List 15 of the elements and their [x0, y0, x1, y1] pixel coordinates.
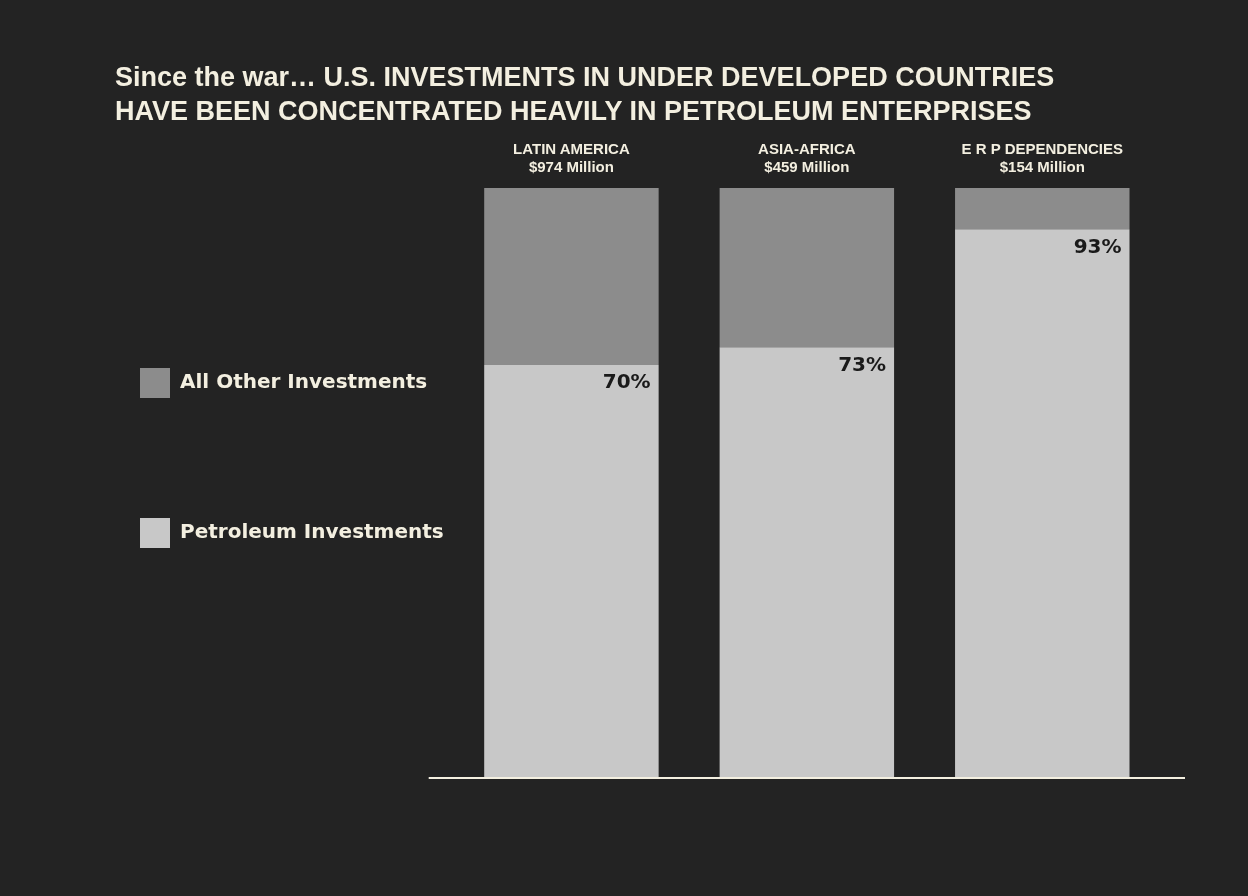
x-tick-label: E R P DEPENDENCIES $154 Million [961, 140, 1123, 176]
data-label: 73% [838, 351, 887, 376]
bar [955, 188, 1130, 230]
bar [719, 188, 895, 348]
bar [719, 347, 895, 778]
data-label: 93% [1073, 233, 1122, 258]
legend-label: All Other Investments [180, 369, 428, 394]
bar [955, 229, 1130, 778]
legend-label: Petroleum Investments [180, 519, 444, 544]
chart-title: Since the war… U.S. INVESTMENTS IN UNDER DEVELOPED COUNTRIES HAVE BEEN CONCENTRATED HEAVILY IN PETROLEUM ENTERPRISES [115, 61, 1056, 128]
bar [484, 188, 659, 365]
bar [484, 365, 659, 778]
data-label: 70% [602, 369, 651, 394]
x-tick-label: LATIN AMERICA $974 Million [513, 140, 630, 176]
x-tick-label: ASIA-AFRICA $459 Million [758, 140, 856, 176]
